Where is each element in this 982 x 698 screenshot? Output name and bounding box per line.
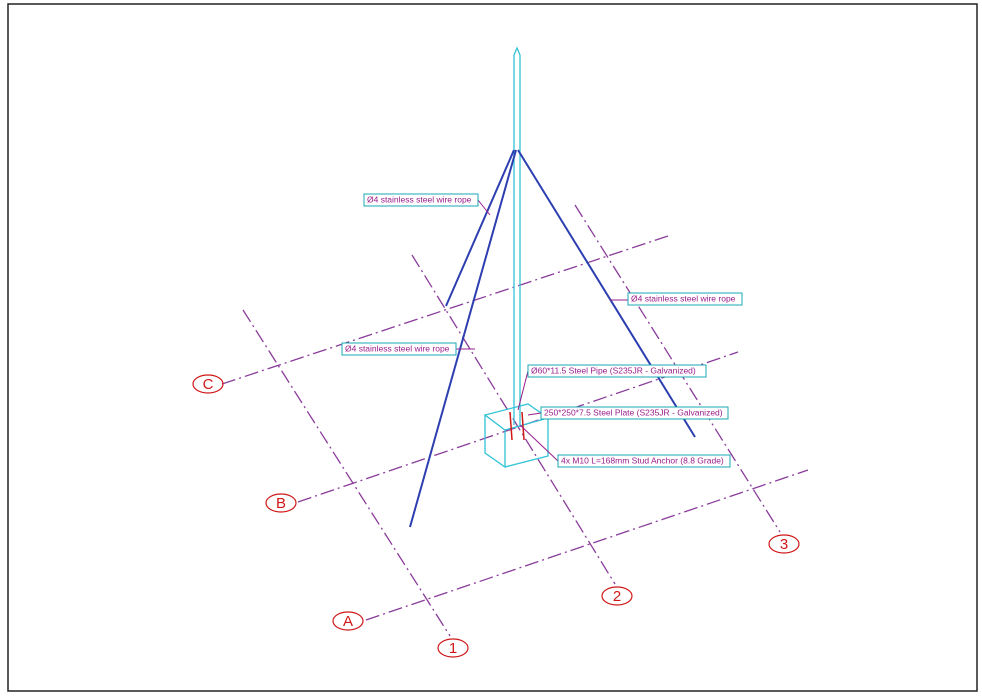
annotation: Ø4 stainless steel wire rope xyxy=(631,293,736,303)
grid-label: A xyxy=(343,613,353,630)
annotation: 4x M10 L=168mm Stud Anchor (8.8 Grade) xyxy=(561,455,724,465)
grid-label: 1 xyxy=(449,640,457,657)
annotation: Ø60*11.5 Steel Pipe (S235JR - Galvanized… xyxy=(531,365,696,375)
annotation: Ø4 stainless steel wire rope xyxy=(367,194,472,204)
annotation: 250*250*7.5 Steel Plate (S235JR - Galvan… xyxy=(544,407,723,417)
drawing: C B A 1 2 3 Ø4 stainless steel wire rope xyxy=(0,0,982,698)
grid-label: C xyxy=(203,376,214,393)
annotation: Ø4 stainless steel wire rope xyxy=(345,343,450,353)
grid-label: 2 xyxy=(613,588,621,605)
grid-label: B xyxy=(276,495,286,512)
grid-label: 3 xyxy=(780,536,788,553)
frame xyxy=(8,4,977,691)
